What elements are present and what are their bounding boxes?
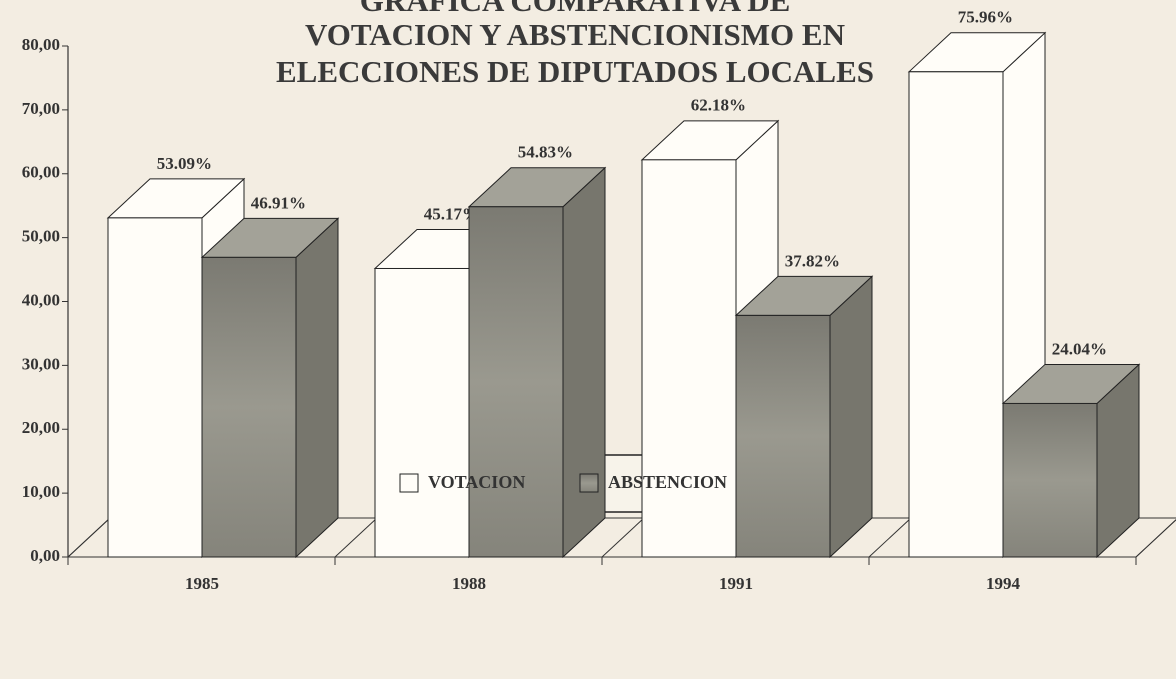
x-tick-label: 1985 [185, 574, 219, 593]
legend-label: ABSTENCION [608, 472, 727, 492]
y-tick-label: 60,00 [22, 163, 60, 182]
chart-title: VOTACION Y ABSTENCIONISMO EN [305, 17, 845, 52]
value-label: 24.04% [1052, 339, 1107, 358]
bar [467, 166, 607, 559]
y-tick-label: 30,00 [22, 354, 60, 373]
bar-front [468, 206, 564, 558]
bar [1001, 363, 1141, 559]
value-label: 53.09% [157, 154, 212, 173]
legend-swatch [579, 473, 599, 493]
chart-title: GRAFICA COMPARATIVA DE [360, 0, 791, 18]
x-tick-label: 1991 [719, 574, 753, 593]
value-label: 75.96% [958, 8, 1013, 27]
bar-front [107, 217, 203, 558]
bar-front [641, 159, 737, 558]
bar-side [295, 217, 339, 559]
value-label: 37.82% [785, 251, 840, 270]
bar-side [562, 166, 606, 559]
y-tick-label: 80,00 [22, 35, 60, 54]
bar-front [1002, 402, 1098, 558]
y-tick-label: 70,00 [22, 99, 60, 118]
x-tick-label: 1988 [452, 574, 486, 593]
value-label: 54.83% [518, 143, 573, 162]
bar-front [908, 71, 1004, 558]
y-tick-label: 40,00 [22, 290, 60, 309]
bar-front [201, 256, 297, 558]
chart-title: ELECCIONES DE DIPUTADOS LOCALES [276, 54, 874, 89]
y-tick-label: 10,00 [22, 482, 60, 501]
y-tick-label: 20,00 [22, 418, 60, 437]
bar [200, 217, 340, 559]
bar-side [829, 275, 873, 559]
value-label: 45.17% [424, 204, 479, 223]
bar [734, 275, 874, 559]
floor-divider [334, 517, 378, 558]
y-tick-label: 0,00 [30, 546, 60, 565]
floor-divider [1135, 519, 1176, 558]
bar-front [374, 267, 470, 558]
x-tick-label: 1994 [986, 574, 1021, 593]
floor-divider [868, 517, 912, 558]
bar-front [735, 314, 831, 558]
value-label: 46.91% [251, 193, 306, 212]
floor-divider [67, 517, 111, 558]
legend-label: VOTACION [428, 472, 525, 492]
value-label: 62.18% [691, 96, 746, 115]
floor-divider [601, 517, 645, 558]
legend-swatch [399, 473, 419, 493]
y-tick-label: 50,00 [22, 227, 60, 246]
